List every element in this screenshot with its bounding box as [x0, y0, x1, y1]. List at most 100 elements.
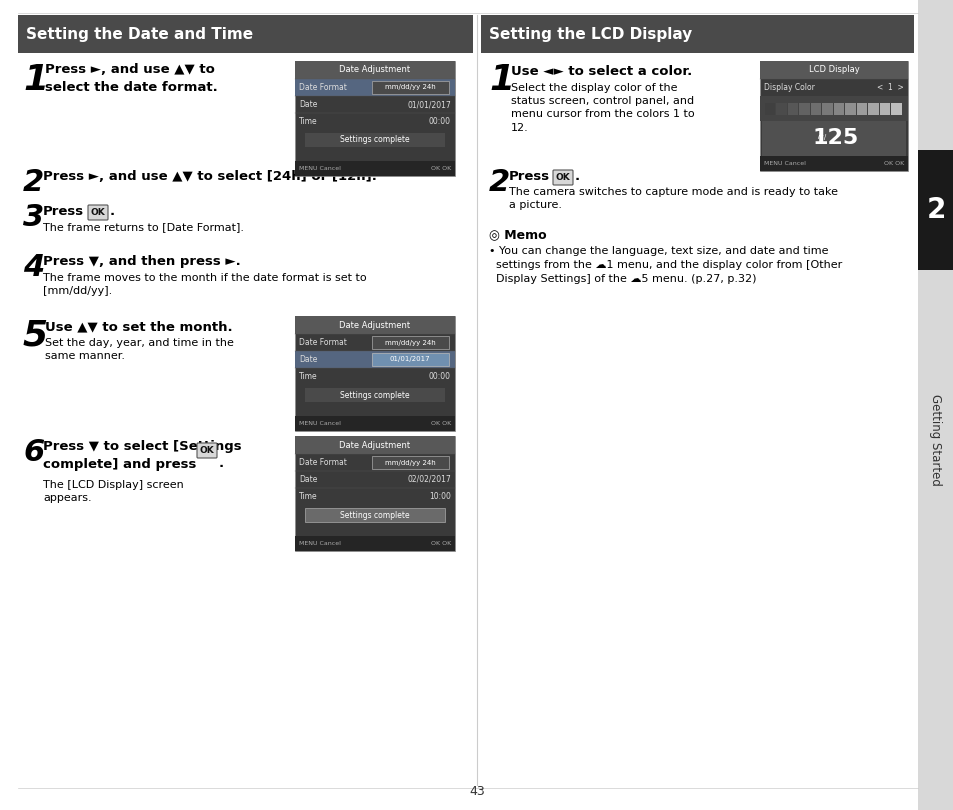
- Bar: [480, 15, 913, 53]
- Text: Date Adjustment: Date Adjustment: [339, 321, 410, 330]
- Bar: [799, 103, 809, 114]
- Text: Settings complete: Settings complete: [340, 390, 410, 399]
- Bar: [305, 508, 444, 522]
- Text: OK OK: OK OK: [882, 161, 903, 166]
- Text: Time: Time: [298, 117, 317, 126]
- Text: ∧¹/: ∧¹/: [815, 133, 825, 140]
- Bar: [760, 61, 907, 79]
- Text: Press: Press: [509, 170, 550, 183]
- Text: Date: Date: [298, 475, 317, 484]
- Bar: [294, 436, 455, 454]
- Text: Time: Time: [298, 372, 317, 381]
- Bar: [917, 0, 953, 810]
- Text: 2: 2: [489, 168, 510, 197]
- Text: 43: 43: [469, 785, 484, 798]
- Bar: [294, 316, 455, 431]
- Text: 2: 2: [23, 168, 44, 197]
- Bar: [917, 150, 953, 270]
- Text: 6: 6: [23, 438, 44, 467]
- Bar: [294, 351, 455, 368]
- Text: Time: Time: [298, 492, 317, 501]
- Text: 02/02/2017: 02/02/2017: [407, 475, 451, 484]
- Bar: [810, 103, 821, 114]
- Text: MENU Cancel: MENU Cancel: [298, 421, 340, 426]
- Text: Select the display color of the
status screen, control panel, and
menu cursor fr: Select the display color of the status s…: [511, 83, 694, 133]
- Text: Date Format: Date Format: [298, 83, 347, 92]
- Bar: [294, 79, 455, 96]
- Text: OK: OK: [199, 446, 214, 455]
- Text: Press ►, and use ▲▼ to
select the date format.: Press ►, and use ▲▼ to select the date f…: [45, 63, 217, 94]
- FancyBboxPatch shape: [553, 170, 573, 185]
- Bar: [294, 436, 455, 551]
- Text: 1: 1: [489, 63, 514, 97]
- Bar: [821, 103, 832, 114]
- Bar: [294, 416, 455, 431]
- Text: 00:00: 00:00: [429, 117, 451, 126]
- Bar: [294, 316, 455, 334]
- Text: Set the day, year, and time in the
same manner.: Set the day, year, and time in the same …: [45, 338, 233, 361]
- Text: 125: 125: [812, 129, 859, 148]
- Text: The frame returns to [Date Format].: The frame returns to [Date Format].: [43, 222, 244, 232]
- Text: Date Format: Date Format: [298, 458, 347, 467]
- Text: Press: Press: [43, 205, 84, 218]
- Bar: [372, 81, 448, 94]
- Text: Setting the LCD Display: Setting the LCD Display: [489, 27, 692, 41]
- Bar: [764, 103, 775, 114]
- Bar: [844, 103, 855, 114]
- Text: OK OK: OK OK: [431, 166, 451, 171]
- Text: .: .: [110, 205, 115, 218]
- Bar: [305, 133, 444, 147]
- Text: 5: 5: [23, 318, 48, 352]
- Text: OK OK: OK OK: [431, 541, 451, 546]
- Bar: [372, 336, 448, 349]
- Text: Press ►, and use ▲▼ to select [24h] or [12h].: Press ►, and use ▲▼ to select [24h] or […: [43, 170, 376, 183]
- Text: OK OK: OK OK: [431, 421, 451, 426]
- Text: OK: OK: [91, 208, 105, 217]
- Text: .: .: [575, 170, 579, 183]
- Text: Date Adjustment: Date Adjustment: [339, 66, 410, 75]
- Text: The camera switches to capture mode and is ready to take
a picture.: The camera switches to capture mode and …: [509, 187, 837, 211]
- Text: 2: 2: [925, 196, 944, 224]
- Text: mm/dd/yy 24h: mm/dd/yy 24h: [384, 84, 436, 91]
- Text: Settings complete: Settings complete: [340, 510, 410, 519]
- Text: Display Color: Display Color: [763, 83, 814, 92]
- Text: MENU Cancel: MENU Cancel: [298, 541, 340, 546]
- Text: Use ▲▼ to set the month.: Use ▲▼ to set the month.: [45, 320, 233, 333]
- Bar: [372, 353, 448, 366]
- Text: Getting Started: Getting Started: [928, 394, 942, 486]
- Text: LCD Display: LCD Display: [808, 66, 859, 75]
- Bar: [867, 103, 878, 114]
- Text: <  1  >: < 1 >: [877, 83, 903, 92]
- Bar: [294, 61, 455, 176]
- Text: The frame moves to the month if the date format is set to
[mm/dd/yy].: The frame moves to the month if the date…: [43, 273, 366, 296]
- Bar: [787, 103, 798, 114]
- Text: 10:00: 10:00: [429, 492, 451, 501]
- Text: 01/01/2017: 01/01/2017: [390, 356, 430, 363]
- Text: mm/dd/yy 24h: mm/dd/yy 24h: [384, 339, 436, 346]
- Text: MENU Cancel: MENU Cancel: [298, 166, 340, 171]
- Bar: [760, 156, 907, 171]
- Text: 3: 3: [23, 203, 44, 232]
- Bar: [879, 103, 889, 114]
- Text: 4: 4: [23, 253, 44, 282]
- Text: Date: Date: [298, 100, 317, 109]
- Text: 1: 1: [23, 63, 48, 97]
- Text: 00:00: 00:00: [429, 372, 451, 381]
- Text: MENU Cancel: MENU Cancel: [763, 161, 805, 166]
- Bar: [833, 103, 843, 114]
- Bar: [294, 61, 455, 79]
- Text: Date Format: Date Format: [298, 338, 347, 347]
- Bar: [305, 388, 444, 402]
- Bar: [760, 96, 907, 121]
- Bar: [18, 15, 473, 53]
- Text: Press ▼ to select [Settings
complete] and press: Press ▼ to select [Settings complete] an…: [43, 440, 241, 471]
- Bar: [776, 103, 786, 114]
- FancyBboxPatch shape: [196, 443, 216, 458]
- Text: .: .: [219, 457, 224, 470]
- Text: Setting the Date and Time: Setting the Date and Time: [26, 27, 253, 41]
- Text: Press ▼, and then press ►.: Press ▼, and then press ►.: [43, 255, 240, 268]
- Text: mm/dd/yy 24h: mm/dd/yy 24h: [384, 459, 436, 466]
- Bar: [294, 161, 455, 176]
- FancyBboxPatch shape: [88, 205, 108, 220]
- Text: The [LCD Display] screen
appears.: The [LCD Display] screen appears.: [43, 480, 184, 503]
